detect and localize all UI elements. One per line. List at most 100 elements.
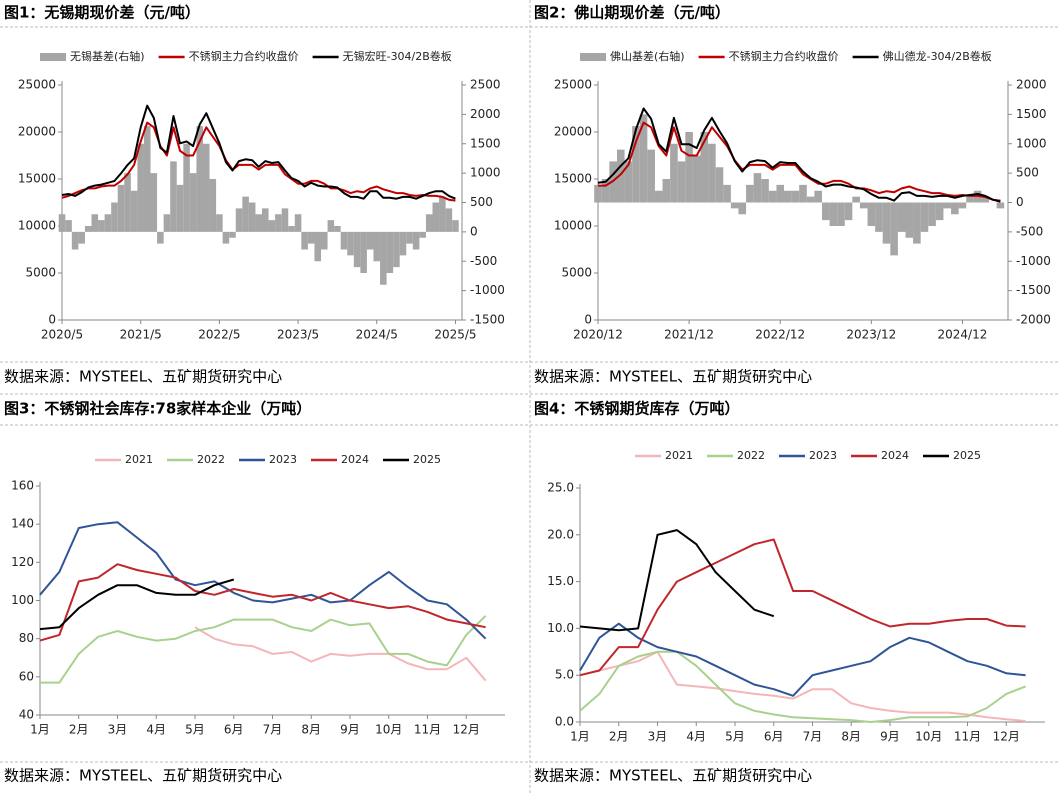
bar (340, 231, 348, 250)
chart-title: 图1：无锡期现价差（元/吨） (4, 4, 200, 22)
bar (412, 231, 420, 250)
bar (222, 231, 230, 244)
bar (196, 126, 203, 232)
y-tick-label: 10.0 (547, 621, 574, 635)
x-tick-label: 2023/5 (277, 328, 319, 342)
bar (157, 231, 164, 244)
bar (353, 231, 361, 268)
x-tick-label: 5月 (725, 730, 745, 744)
bar (360, 231, 367, 273)
bar (829, 202, 838, 226)
legend-label: 2024 (341, 453, 369, 466)
legend-label: 2022 (737, 449, 765, 462)
bar (288, 226, 295, 232)
legend-label: 不锈钢主力合约收盘价 (189, 49, 299, 63)
x-tick-label: 11月 (414, 723, 441, 737)
bar (723, 184, 731, 203)
bar (624, 161, 633, 203)
bar (685, 132, 693, 203)
chart-title: 图2：佛山期现价差（元/吨） (534, 4, 730, 22)
y2-tick-label: 2500 (470, 78, 501, 92)
bar (943, 202, 952, 209)
chart-title: 图3：不锈钢社会库存:78家样本企业（万吨） (4, 400, 311, 418)
line-series (194, 626, 487, 682)
bar (386, 231, 394, 273)
x-tick-label: 3月 (648, 730, 668, 744)
bar (183, 143, 190, 232)
y-tick-label: 40 (19, 708, 34, 722)
y2-tick-label: 500 (1016, 166, 1039, 180)
x-tick-label: 4月 (686, 730, 706, 744)
y-tick-label: 0 (48, 313, 56, 327)
bar (776, 184, 785, 203)
x-tick-label: 2月 (69, 723, 89, 737)
bar (445, 208, 453, 232)
bar (202, 143, 210, 232)
legend-label: 无锡基差(右轴) (70, 49, 145, 63)
bar (84, 226, 92, 232)
bar (419, 231, 426, 238)
bar (143, 126, 151, 232)
bar (347, 231, 354, 256)
y2-tick-label: 500 (470, 195, 493, 209)
y2-tick-label: -500 (1016, 224, 1043, 238)
legend-label: 佛山德龙-304/2B卷板 (883, 49, 992, 63)
y-tick-label: 60 (19, 669, 34, 683)
y2-tick-label: 0 (470, 224, 478, 238)
bar (905, 202, 914, 238)
bar (662, 179, 671, 203)
x-tick-label: 12月 (453, 723, 480, 737)
y-tick-label: 20.0 (547, 527, 574, 541)
y2-tick-label: 2000 (1016, 78, 1047, 92)
y-tick-label: 25000 (18, 78, 56, 92)
x-tick-label: 6月 (224, 723, 244, 737)
y2-tick-label: -500 (470, 254, 497, 268)
y-tick-label: 80 (19, 631, 34, 645)
bar (268, 220, 276, 232)
bar (248, 202, 256, 232)
x-tick-label: 10月 (915, 730, 942, 744)
y-tick-label: 140 (11, 517, 34, 531)
y2-tick-label: -1500 (470, 313, 505, 327)
y-tick-label: 5000 (25, 266, 56, 280)
bar (670, 143, 678, 203)
bar (601, 179, 610, 203)
bar (677, 161, 686, 203)
bar (700, 132, 709, 203)
bar (852, 196, 860, 203)
bar (928, 202, 936, 226)
y-tick-label: 20000 (18, 125, 56, 139)
bar (837, 202, 845, 226)
x-tick-label: 6月 (764, 730, 784, 744)
x-tick-label: 10月 (375, 723, 402, 737)
y-tick-label: 120 (11, 555, 34, 569)
bar (170, 161, 177, 232)
chart: 图2：佛山期现价差（元/吨）数据来源：MYSTEEL、五矿期货研究中心05000… (534, 4, 1051, 386)
bar (150, 173, 158, 232)
bar (229, 231, 236, 238)
bar (768, 190, 777, 203)
bar (104, 214, 112, 232)
bar (235, 208, 243, 232)
x-tick-label: 1月 (570, 730, 590, 744)
x-tick-label: 11月 (954, 730, 981, 744)
bar (616, 149, 625, 203)
bar (117, 184, 125, 232)
bar (111, 202, 118, 232)
bar (281, 208, 289, 232)
bar (294, 214, 302, 232)
y2-tick-label: 1500 (470, 136, 501, 150)
legend-label: 2023 (809, 449, 837, 462)
bar (654, 190, 663, 203)
y-tick-label: 0 (584, 313, 592, 327)
bar (875, 202, 883, 232)
bar (399, 231, 407, 256)
y2-tick-label: 1000 (470, 166, 501, 180)
bar (821, 202, 830, 221)
bar (216, 214, 223, 232)
legend-swatch (580, 53, 606, 61)
bar (632, 126, 640, 203)
y2-tick-label: 0 (1016, 195, 1024, 209)
bar (189, 173, 197, 232)
x-tick-label: 9月 (880, 730, 900, 744)
